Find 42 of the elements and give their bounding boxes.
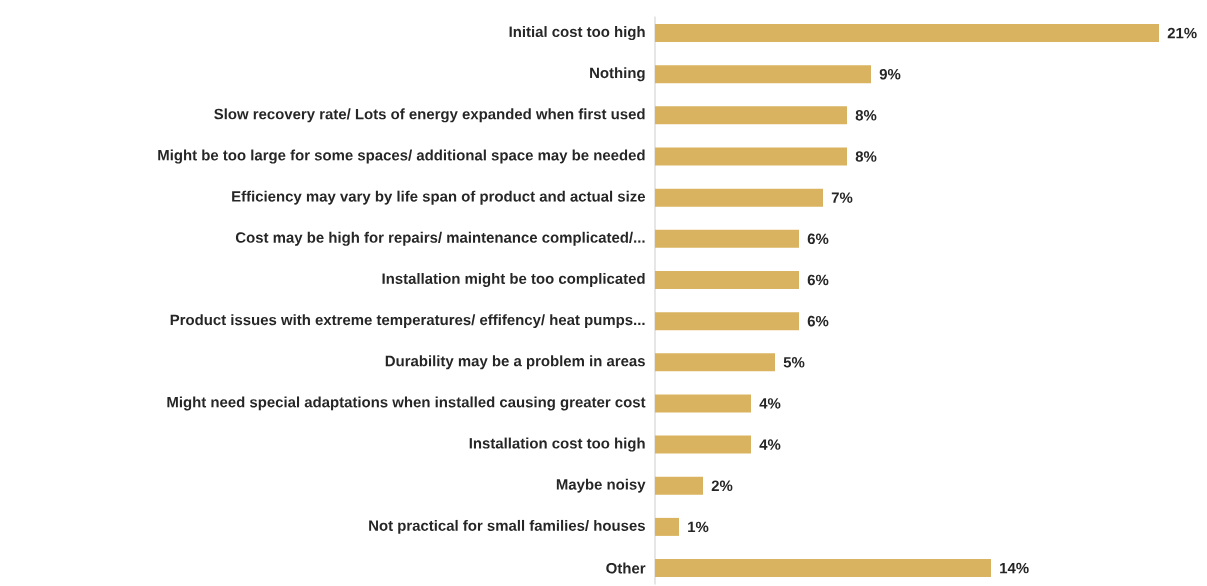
- y-tick-label: Product issues with extreme temperatures/ effifency/ heat pumps...: [170, 314, 645, 329]
- bar: [655, 147, 847, 166]
- bar: [655, 65, 871, 84]
- bar: [655, 353, 775, 372]
- data-label: 6%: [807, 274, 829, 286]
- y-tick-label: Might need special adaptations when installed causing greater cost: [167, 396, 646, 411]
- y-tick-label: Initial cost too high: [509, 26, 645, 41]
- y-tick-label: Installation cost too high: [469, 437, 645, 452]
- bar: [655, 517, 679, 536]
- bar: [655, 394, 751, 413]
- data-label: 14%: [1000, 562, 1029, 574]
- y-tick-label: Nothing: [590, 67, 645, 82]
- bar: [655, 559, 991, 578]
- bar: [655, 476, 703, 495]
- data-label: 7%: [831, 192, 853, 203]
- y-tick-label: Slow recovery rate/ Lots of energy expanded when first used: [214, 108, 645, 123]
- y-tick-label: Not practical for small families/ houses: [369, 519, 645, 534]
- data-label: 5%: [783, 357, 805, 368]
- y-tick-label: Might be too large for some spaces/ additional space may be needed: [158, 149, 645, 164]
- data-label: 9%: [879, 68, 901, 80]
- data-label: 6%: [807, 315, 829, 327]
- data-label: 8%: [855, 151, 877, 162]
- data-label: 8%: [855, 110, 877, 121]
- data-label: 6%: [807, 233, 829, 245]
- y-tick-label: Durability may be a problem in areas: [385, 355, 645, 370]
- bar: [655, 312, 799, 331]
- bar: [655, 435, 751, 454]
- bar: [655, 270, 799, 289]
- y-tick-label: Cost may be high for repairs/ maintenance complicated/...: [235, 231, 645, 246]
- y-tick-label: Efficiency may vary by life span of product and actual size: [232, 190, 646, 205]
- bar: [655, 229, 799, 248]
- bar: [655, 106, 847, 125]
- y-tick-label: Maybe noisy: [556, 478, 646, 493]
- y-tick-label: Installation might be too complicated: [382, 272, 645, 287]
- bar: [655, 24, 1160, 43]
- data-label: 4%: [759, 398, 781, 409]
- bar: [655, 188, 823, 207]
- data-label: 4%: [759, 439, 781, 450]
- data-label: 21%: [1167, 27, 1197, 39]
- y-tick-label: Other: [606, 562, 646, 574]
- data-label: 1%: [688, 521, 709, 533]
- data-label: 2%: [711, 480, 733, 492]
